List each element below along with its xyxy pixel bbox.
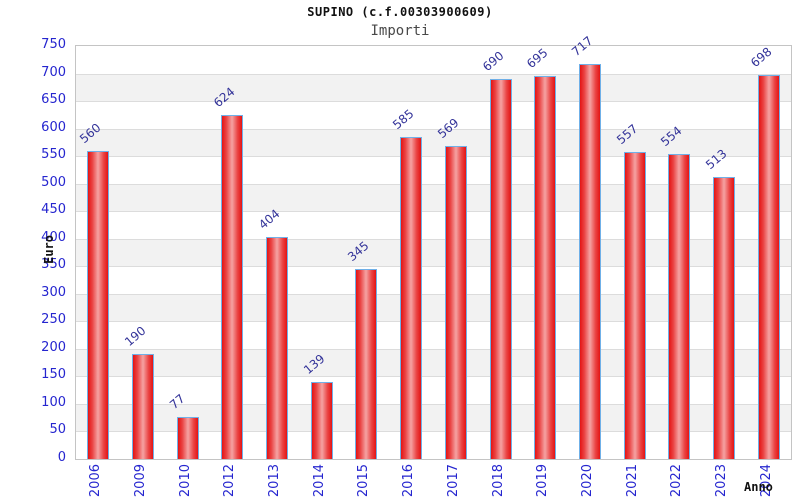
- x-tick-2014: 2014: [311, 464, 327, 498]
- bar-2024: [757, 74, 780, 459]
- x-tick-2021: 2021: [624, 464, 640, 498]
- bar-2009: [132, 354, 155, 459]
- bar-2022: [668, 153, 691, 459]
- y-tick-550: 550: [41, 147, 66, 163]
- bar-2023: [712, 176, 735, 459]
- x-tick-2009: 2009: [133, 464, 149, 498]
- bar-2010: [176, 416, 199, 459]
- x-tick-2006: 2006: [88, 464, 104, 498]
- plot-band-white: [76, 101, 791, 129]
- y-tick-600: 600: [41, 119, 66, 135]
- y-tick-450: 450: [41, 202, 66, 218]
- bar-2017: [444, 145, 467, 459]
- y-tick-200: 200: [41, 339, 66, 355]
- y-tick-750: 750: [41, 37, 66, 52]
- x-tick-2017: 2017: [445, 464, 461, 498]
- x-tick-2019: 2019: [535, 464, 551, 498]
- plot-band-gray: [76, 128, 791, 157]
- y-axis-label: Euro: [42, 235, 56, 264]
- bar-2006: [87, 150, 110, 459]
- y-tick-400: 400: [41, 229, 66, 245]
- bar-2021: [623, 152, 646, 459]
- chart-title: SUPINO (c.f.00303900609): [307, 5, 493, 19]
- bar-2020: [578, 64, 601, 459]
- y-tick-500: 500: [41, 174, 66, 190]
- chart-subtitle: Importi: [370, 23, 430, 39]
- y-tick-50: 50: [49, 422, 66, 438]
- plot-band-white: [76, 46, 791, 74]
- x-tick-2023: 2023: [713, 464, 729, 498]
- y-tick-700: 700: [41, 64, 66, 80]
- x-axis-label: Anno: [744, 480, 773, 494]
- bar-2016: [400, 136, 423, 459]
- x-tick-2013: 2013: [267, 464, 283, 498]
- bar-2014: [310, 382, 333, 459]
- y-tick-350: 350: [41, 257, 66, 273]
- plot-band-gray: [76, 73, 791, 102]
- x-tick-2020: 2020: [579, 464, 595, 498]
- y-tick-150: 150: [41, 367, 66, 383]
- bar-2019: [534, 76, 557, 459]
- x-tick-2016: 2016: [401, 464, 417, 498]
- y-tick-650: 650: [41, 92, 66, 108]
- x-tick-2012: 2012: [222, 464, 238, 498]
- y-tick-300: 300: [41, 284, 66, 300]
- x-tick-2018: 2018: [490, 464, 506, 498]
- y-tick-100: 100: [41, 394, 66, 410]
- bar-2015: [355, 269, 378, 459]
- x-tick-2022: 2022: [669, 464, 685, 498]
- y-tick-0: 0: [57, 450, 66, 465]
- y-tick-250: 250: [41, 312, 66, 328]
- bar-2018: [489, 79, 512, 459]
- bar-2013: [266, 236, 289, 459]
- plot-area: 560 190 77 624 404 139 345 585 569 690 695 717 557 55…: [75, 34, 792, 460]
- x-tick-2010: 2010: [177, 464, 193, 498]
- bar-2012: [221, 115, 244, 459]
- x-tick-2015: 2015: [356, 464, 372, 498]
